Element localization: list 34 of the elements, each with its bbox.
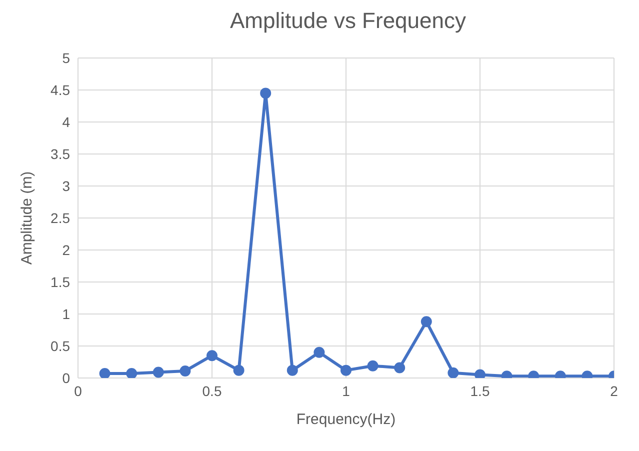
y-tick-label: 2 — [62, 242, 70, 258]
point — [474, 369, 486, 378]
x-axis-title: Frequency(Hz) — [296, 411, 396, 428]
x-tick-label: 1 — [342, 382, 350, 399]
point — [286, 364, 298, 376]
point — [99, 368, 110, 378]
x-tick-label: 2 — [610, 382, 618, 399]
point — [448, 367, 459, 378]
y-tick-label: 2.5 — [50, 210, 70, 226]
point — [314, 346, 325, 358]
y-tick-label: 0.5 — [50, 338, 70, 354]
point — [180, 365, 191, 376]
y-axis-title: Amplitude (m) — [18, 171, 36, 265]
point — [260, 88, 272, 99]
x-tick-label: 0 — [74, 382, 82, 399]
point — [233, 364, 244, 376]
y-tick-label: 3.5 — [50, 146, 70, 162]
x-tick-label: 0.5 — [202, 382, 222, 399]
y-tick-label: 5 — [62, 50, 70, 66]
x-tick-label: 1.5 — [470, 382, 490, 399]
point — [340, 364, 352, 376]
y-tick-label: 4.5 — [50, 82, 70, 98]
y-tick-label: 1.5 — [50, 274, 70, 290]
y-tick-label: 1 — [62, 306, 70, 322]
y-tick-label: 3 — [62, 178, 70, 194]
y-tick-label: 0 — [62, 370, 70, 386]
point — [420, 316, 432, 328]
point — [394, 362, 406, 374]
chart-title: Amplitude vs Frequency — [229, 8, 467, 35]
point — [152, 366, 164, 378]
point — [206, 350, 218, 362]
y-tick-label: 4 — [62, 114, 70, 130]
point — [126, 368, 138, 378]
point — [367, 360, 378, 372]
